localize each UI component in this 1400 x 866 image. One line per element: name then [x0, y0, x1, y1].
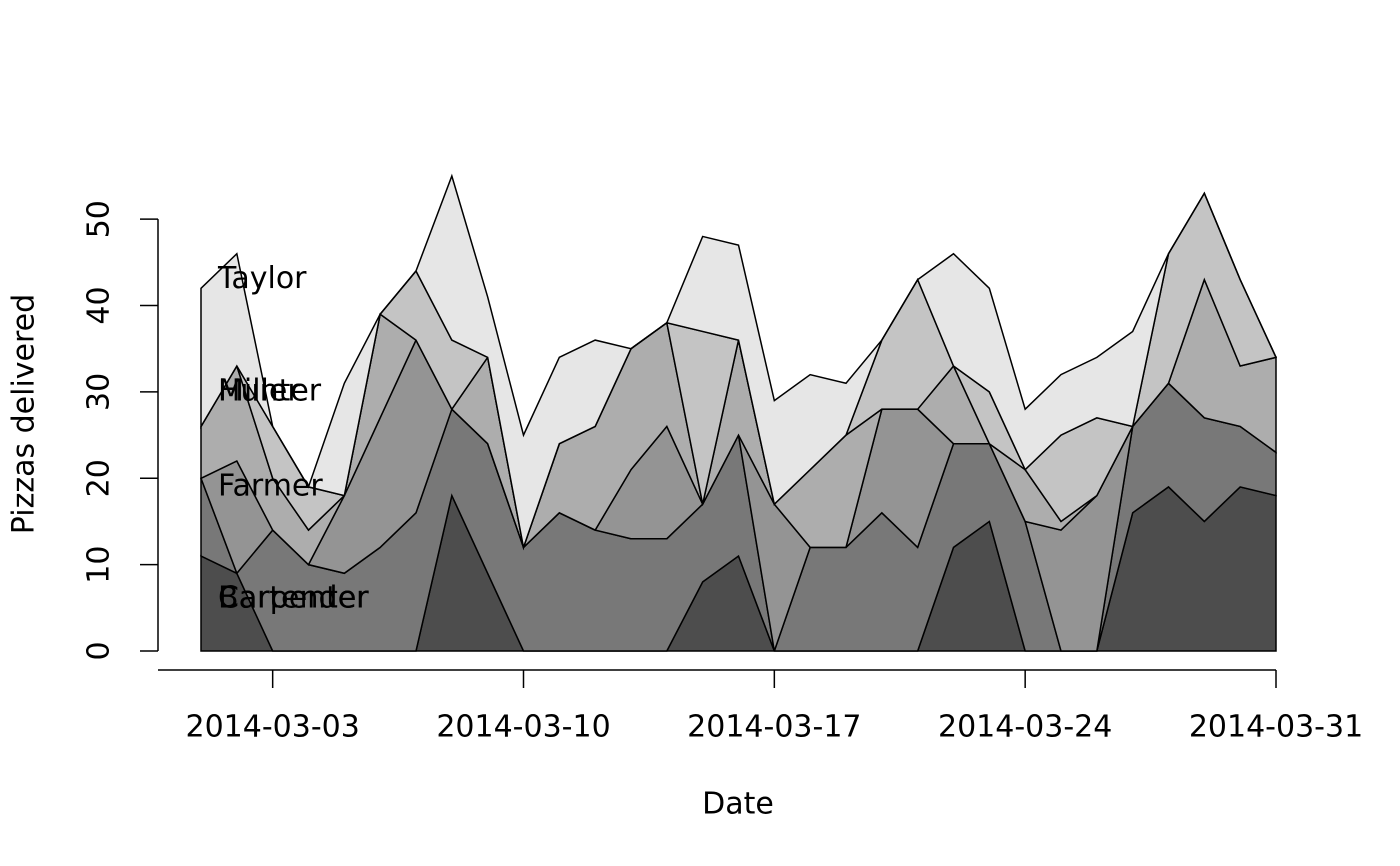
y-tick-label: 0 — [82, 641, 117, 660]
series-label: Carpenter — [218, 581, 369, 616]
series-label: Farmer — [218, 468, 323, 503]
x-tick-label: 2014-03-10 — [436, 710, 610, 745]
y-axis-label: Pizzas delivered — [7, 294, 42, 534]
y-tick-label: 10 — [82, 546, 117, 584]
series-label: Miller — [218, 373, 300, 408]
series-label: Bartender — [218, 581, 369, 616]
series-label: Hunter — [218, 373, 322, 408]
y-tick-label: 40 — [82, 286, 117, 324]
x-tick-label: 2014-03-31 — [1189, 710, 1363, 745]
x-tick-label: 2014-03-24 — [938, 710, 1112, 745]
x-tick-label: 2014-03-17 — [687, 710, 861, 745]
x-tick-label: 2014-03-03 — [185, 710, 359, 745]
area — [200, 173, 1277, 551]
x-axis-label: Date — [702, 787, 774, 822]
series-label: Taylor — [217, 261, 307, 296]
y-tick-label: 50 — [82, 200, 117, 238]
y-tick-label: 30 — [82, 373, 117, 411]
y-tick-label: 20 — [82, 459, 117, 497]
